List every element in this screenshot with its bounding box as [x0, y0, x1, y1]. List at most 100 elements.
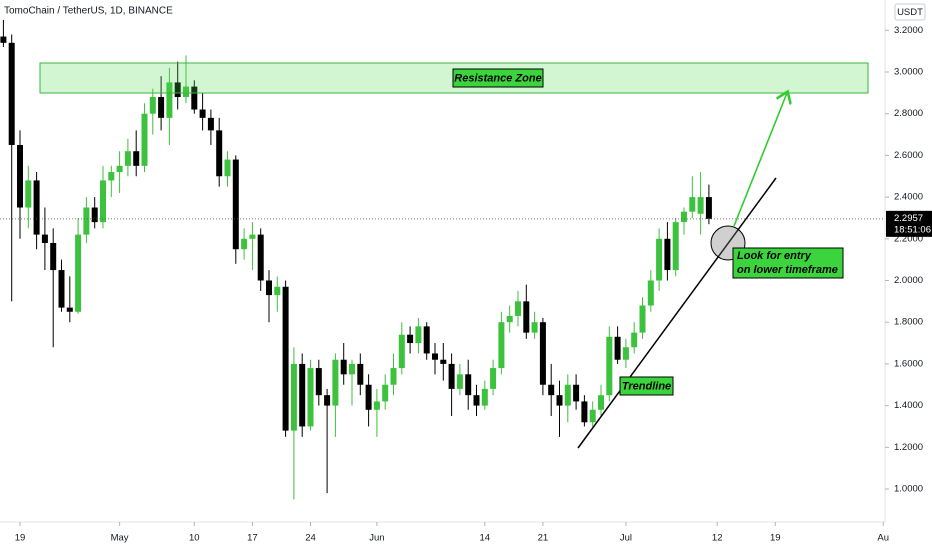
entry-label-line2: on lower timeframe [737, 264, 838, 276]
candle-body [75, 234, 82, 312]
candle-body [124, 151, 131, 166]
y-tick-label: 1.4000 [894, 400, 923, 411]
x-tick-label: May [111, 533, 129, 544]
candle-body [340, 359, 347, 375]
candle-body [83, 207, 90, 235]
candle-body [589, 409, 596, 423]
candle-body [257, 234, 264, 281]
candle-body [382, 384, 389, 402]
x-tick-label: 19 [15, 533, 26, 544]
candle-body [266, 280, 272, 296]
y-tick-label: 1.2000 [894, 442, 923, 453]
x-tick-label: Jun [369, 533, 384, 544]
candle-body [249, 234, 256, 239]
trendline-label-box [619, 376, 674, 396]
candle-body [365, 384, 372, 410]
candle-body [398, 334, 405, 369]
x-tick-label: 14 [480, 533, 491, 544]
candle-body [17, 144, 23, 208]
candle-body [149, 97, 156, 114]
candle-body [183, 86, 189, 98]
candle-body [33, 180, 40, 235]
candle-body [108, 172, 115, 181]
currency-box [894, 3, 926, 21]
last-price-label: 2.2957 [894, 213, 923, 224]
candle-body [423, 326, 430, 354]
chart-title: TomoChain / TetherUS, 1D, BINANCE [4, 6, 173, 17]
candle-body [25, 180, 32, 208]
candle-body [481, 388, 488, 406]
candle-body [705, 197, 712, 219]
candle-body [448, 363, 455, 389]
candle-body [274, 286, 281, 296]
candle-body [506, 315, 513, 323]
candle-body [656, 238, 663, 281]
candle-body [282, 286, 289, 431]
x-tick-label: 12 [712, 533, 723, 544]
candle-body [174, 82, 181, 98]
candle-body [697, 197, 704, 214]
x-tick-label: 10 [189, 533, 200, 544]
candle-body [216, 130, 223, 177]
candle-body [490, 368, 497, 389]
candle-body [299, 363, 306, 427]
entry-label-box [732, 247, 844, 279]
candles [0, 19, 712, 500]
trendline [577, 177, 777, 449]
candle-body [432, 353, 438, 360]
x-tick-label: 24 [305, 533, 316, 544]
y-tick-label: 2.2000 [894, 233, 923, 244]
y-tick-label: 2.6000 [894, 150, 923, 161]
last-price-box [886, 210, 932, 237]
x-tick-label: 21 [538, 533, 549, 544]
y-tick-label: 2.8000 [894, 108, 923, 119]
candle-body [681, 211, 687, 223]
candle-body [324, 395, 331, 406]
candle-body [66, 307, 73, 312]
trendline-label: Trendline [622, 380, 671, 392]
candle-body [116, 165, 123, 173]
candle-body [290, 363, 297, 431]
zone-label-box [452, 68, 544, 88]
x-tick-label: Au [877, 533, 889, 544]
candle-body [523, 301, 530, 333]
candle-body [141, 113, 148, 166]
candle-body [373, 401, 380, 410]
y-tick-label: 2.4000 [894, 192, 923, 203]
candle-body [631, 332, 638, 348]
candle-body [598, 395, 604, 410]
candle-body [41, 234, 48, 243]
candle-body [8, 42, 15, 145]
candle-body [548, 384, 555, 396]
candle-body [564, 384, 571, 406]
candle-body [664, 238, 671, 271]
candle-body [689, 197, 696, 212]
currency: USDT [897, 7, 923, 18]
y-tick-label: 1.6000 [894, 358, 923, 369]
candle-body [58, 270, 65, 308]
candle-body [100, 180, 106, 223]
candle-body [133, 151, 140, 166]
candle-body [191, 86, 198, 110]
candle-body [465, 374, 472, 396]
candle-body [207, 117, 214, 131]
zone-label: Resistance Zone [454, 72, 541, 84]
candle-body [407, 334, 414, 344]
y-tick-label: 3.0000 [894, 67, 923, 78]
candle-body [581, 401, 588, 423]
candle-body [307, 368, 314, 427]
candle-body [473, 395, 480, 406]
x-tick-label: 19 [770, 533, 781, 544]
entry-label-line1: Look for entry [737, 250, 812, 262]
candle-body [166, 82, 173, 118]
candle-body [241, 238, 248, 250]
projection-arrow [733, 93, 787, 227]
candle-body [539, 322, 546, 385]
candle-body [91, 207, 98, 223]
candle-body [498, 322, 505, 369]
candle-body [415, 326, 422, 344]
candle-body [199, 109, 206, 118]
y-tick-label: 3.2000 [894, 25, 923, 36]
candle-body [515, 301, 521, 316]
